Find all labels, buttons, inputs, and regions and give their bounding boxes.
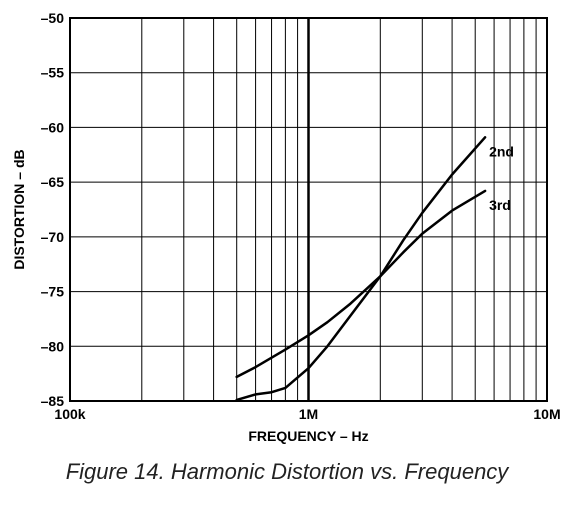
x-tick-labels: 100k 1M 10M bbox=[54, 406, 560, 422]
y-tick-label: –85 bbox=[41, 393, 65, 409]
series-label-3rd: 3rd bbox=[489, 197, 511, 213]
plot-frame bbox=[69, 17, 548, 402]
figure-caption: Figure 14. Harmonic Distortion vs. Frequ… bbox=[65, 459, 509, 484]
y-tick-labels: –50 –55 –60 –65 –70 –75 –80 –85 bbox=[41, 10, 65, 409]
series-line-3rd bbox=[235, 189, 487, 379]
x-tick-label: 100k bbox=[54, 406, 85, 422]
y-tick-label: –80 bbox=[41, 338, 65, 354]
y-axis-label: DISTORTION – dB bbox=[11, 149, 27, 269]
y-tick-label: –70 bbox=[41, 229, 65, 245]
y-tick-label: –65 bbox=[41, 174, 65, 190]
x-axis-label: FREQUENCY – Hz bbox=[248, 428, 368, 444]
y-tick-label: –50 bbox=[41, 10, 65, 26]
series-label-2nd: 2nd bbox=[489, 143, 514, 159]
series-group: 2nd 3rd bbox=[235, 136, 514, 402]
y-tick-label: –60 bbox=[41, 119, 65, 135]
x-tick-label: 10M bbox=[533, 406, 560, 422]
y-tick-label: –55 bbox=[41, 65, 65, 81]
series-line-2nd bbox=[235, 136, 487, 402]
grid bbox=[69, 17, 547, 402]
y-tick-label: –75 bbox=[41, 284, 65, 300]
x-tick-label: 1M bbox=[299, 406, 318, 422]
